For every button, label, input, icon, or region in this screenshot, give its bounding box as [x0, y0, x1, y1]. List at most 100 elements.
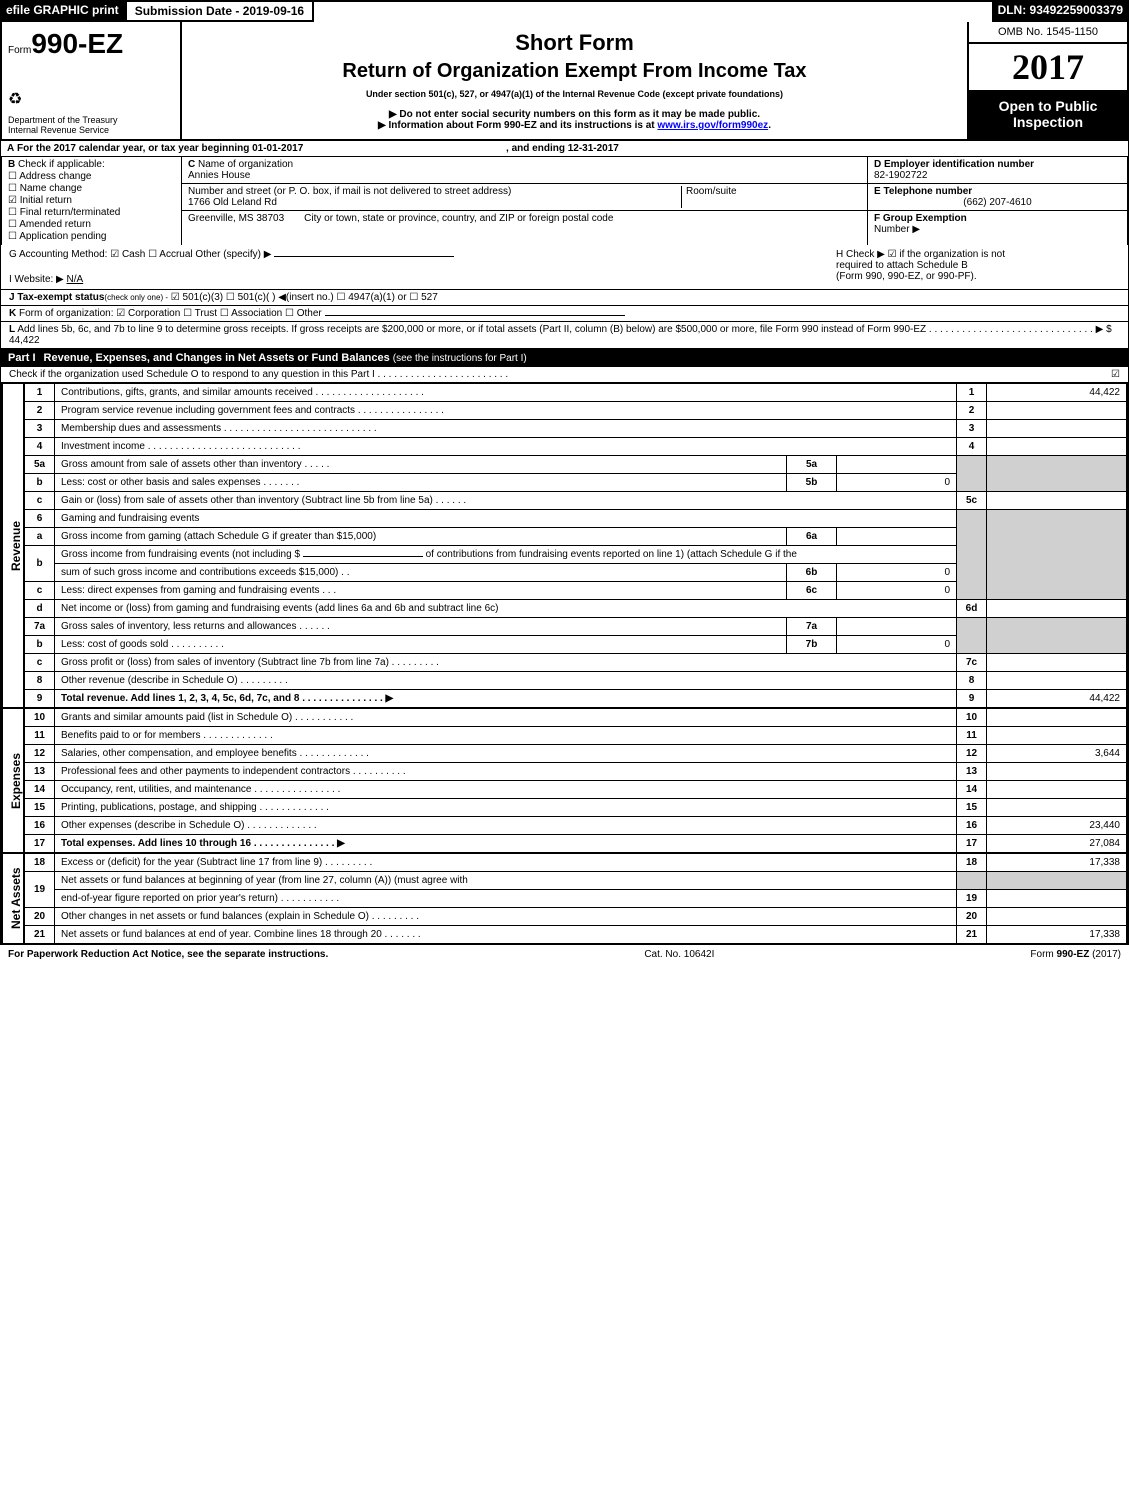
line-17: 17Total expenses. Add lines 10 through 1…	[25, 835, 1127, 853]
g-text: Accounting Method:	[19, 249, 107, 260]
cell-city: Greenville, MS 38703 City or town, state…	[182, 211, 867, 226]
k-opt-corp[interactable]: ☑ Corporation	[116, 308, 180, 319]
k-opt-assoc[interactable]: ☐ Association	[220, 308, 282, 319]
label-j: J Tax-exempt status	[9, 292, 104, 303]
j-opt-501c[interactable]: ☐ 501(c)( ) ◀(insert no.)	[226, 292, 334, 303]
line-4: 4Investment income . . . . . . . . . . .…	[25, 438, 1127, 456]
netassets-table: 18Excess or (deficit) for the year (Subt…	[24, 853, 1127, 944]
chk-application-pending[interactable]: ☐ Application pending	[8, 231, 175, 242]
cell-street: Number and street (or P. O. box, if mail…	[182, 184, 867, 211]
open-line2: Inspection	[975, 114, 1121, 130]
form-header: Form990-EZ ♻ Department of the Treasury …	[0, 22, 1129, 141]
dept-line2: Internal Revenue Service	[8, 125, 118, 135]
open-to-public: Open to Public Inspection	[969, 92, 1127, 139]
label-l: L	[9, 324, 15, 335]
k-opt-other[interactable]: ☐ Other	[285, 308, 322, 319]
form-number: 990-EZ	[31, 28, 123, 59]
dept-line1: Department of the Treasury	[8, 115, 118, 125]
org-name: Annies House	[188, 170, 250, 181]
label-k: K	[9, 308, 16, 319]
header-right: OMB No. 1545-1150 2017 Open to Public In…	[967, 22, 1127, 139]
label-b: B	[8, 159, 15, 170]
revenue-section: Revenue 1Contributions, gifts, grants, a…	[0, 383, 1129, 708]
line-5c: cGain or (loss) from sale of assets othe…	[25, 492, 1127, 510]
line-8: 8Other revenue (describe in Schedule O) …	[25, 672, 1127, 690]
topbar-spacer	[314, 0, 991, 22]
line-19-2: end-of-year figure reported on prior yea…	[25, 890, 1127, 908]
h-chk[interactable]: ☑	[888, 249, 897, 260]
line-16: 16Other expenses (describe in Schedule O…	[25, 817, 1127, 835]
row-g: G Accounting Method: ☑ Cash ☐ Accrual Ot…	[1, 245, 828, 289]
line-15: 15Printing, publications, postage, and s…	[25, 799, 1127, 817]
street-label: Number and street (or P. O. box, if mail…	[188, 186, 511, 197]
open-line1: Open to Public	[975, 98, 1121, 114]
notice-info: ▶ Information about Form 990-EZ and its …	[190, 120, 959, 131]
dln-badge: DLN: 93492259003379	[992, 0, 1129, 22]
row-k: K Form of organization: ☑ Corporation ☐ …	[0, 306, 1129, 322]
netassets-section: Net Assets 18Excess or (deficit) for the…	[0, 853, 1129, 944]
top-bar: efile GRAPHIC print Submission Date - 20…	[0, 0, 1129, 22]
revenue-label: Revenue	[2, 383, 24, 708]
netassets-label: Net Assets	[2, 853, 24, 944]
chk-amended-return[interactable]: ☐ Amended return	[8, 219, 175, 230]
line-9: 9Total revenue. Add lines 1, 2, 3, 4, 5c…	[25, 690, 1127, 708]
phone-value: (662) 207-4610	[874, 197, 1121, 208]
label-g: G	[9, 249, 17, 260]
part-1-sub: (see the instructions for Part I)	[393, 353, 527, 364]
chk-final-return[interactable]: ☐ Final return/terminated	[8, 207, 175, 218]
label-i: I Website: ▶	[9, 274, 64, 285]
col-b: B Check if applicable: ☐ Address change …	[2, 157, 182, 245]
k-opt-trust[interactable]: ☐ Trust	[183, 308, 217, 319]
expenses-section: Expenses 10Grants and similar amounts pa…	[0, 708, 1129, 853]
part-1-header: Part I Revenue, Expenses, and Changes in…	[0, 349, 1129, 367]
row-a-text1: For the 2017 calendar year, or tax year …	[17, 143, 303, 154]
line-10: 10Grants and similar amounts paid (list …	[25, 709, 1127, 727]
irs-link[interactable]: www.irs.gov/form990ez	[657, 120, 768, 131]
line-14: 14Occupancy, rent, utilities, and mainte…	[25, 781, 1127, 799]
g-opt-cash[interactable]: ☑ Cash	[110, 249, 145, 260]
col-b-text: Check if applicable:	[18, 159, 105, 170]
revenue-table: 1Contributions, gifts, grants, and simil…	[24, 383, 1127, 708]
chk-initial-return[interactable]: ☑ Initial return	[8, 195, 175, 206]
row-l: L Add lines 5b, 6c, and 7b to line 9 to …	[0, 322, 1129, 349]
notice-prefix: ▶ Information about Form 990-EZ and its …	[378, 120, 657, 131]
notice-suffix: .	[768, 120, 771, 131]
g-opt-accrual[interactable]: ☐ Accrual	[148, 249, 193, 260]
part-1-check-text: Check if the organization used Schedule …	[9, 369, 508, 380]
header-center: Short Form Return of Organization Exempt…	[182, 22, 967, 139]
j-sub: (check only one) -	[104, 293, 168, 302]
chk-address-change[interactable]: ☐ Address change	[8, 171, 175, 182]
submission-date: Submission Date - 2019-09-16	[125, 0, 314, 22]
j-opt-527[interactable]: ☐ 527	[409, 292, 437, 303]
col-de: D Employer identification number 82-1902…	[867, 157, 1127, 245]
j-opt-4947[interactable]: ☐ 4947(a)(1) or	[336, 292, 406, 303]
g-opt-other[interactable]: Other (specify) ▶	[195, 249, 271, 260]
notice-ssn: ▶ Do not enter social security numbers o…	[190, 109, 959, 120]
website-value: N/A	[67, 274, 84, 285]
expenses-table: 10Grants and similar amounts paid (list …	[24, 708, 1127, 853]
chk-name-change[interactable]: ☐ Name change	[8, 183, 175, 194]
part-1-num: Part I	[8, 352, 44, 364]
k-other-line	[325, 315, 625, 316]
c-name-label: Name of organization	[198, 159, 293, 170]
cell-c-name: C Name of organization Annies House	[182, 157, 867, 184]
line-13: 13Professional fees and other payments t…	[25, 763, 1127, 781]
label-a: A	[7, 143, 14, 154]
row-j: J Tax-exempt status(check only one) - ☑ …	[0, 290, 1129, 306]
line-5a: 5aGross amount from sale of assets other…	[25, 456, 1127, 474]
city-label: City or town, state or province, country…	[304, 213, 613, 224]
cell-f: F Group Exemption Number ▶	[868, 211, 1127, 237]
label-e: E Telephone number	[874, 186, 972, 197]
j-opt-501c3[interactable]: ☑ 501(c)(3)	[171, 292, 223, 303]
efile-badge: efile GRAPHIC print	[0, 0, 125, 22]
part-1-check-box[interactable]: ☑	[1111, 369, 1120, 380]
footer-center: Cat. No. 10642I	[644, 949, 714, 960]
line-18: 18Excess or (deficit) for the year (Subt…	[25, 854, 1127, 872]
g-other-line	[274, 256, 454, 257]
line-19-1: 19Net assets or fund balances at beginni…	[25, 872, 1127, 890]
footer-right: Form 990-EZ (2017)	[1030, 949, 1121, 960]
city-value: Greenville, MS 38703	[188, 213, 284, 224]
row-a: A For the 2017 calendar year, or tax yea…	[0, 141, 1129, 157]
tax-year: 2017	[969, 44, 1127, 92]
label-h: H	[836, 249, 843, 260]
